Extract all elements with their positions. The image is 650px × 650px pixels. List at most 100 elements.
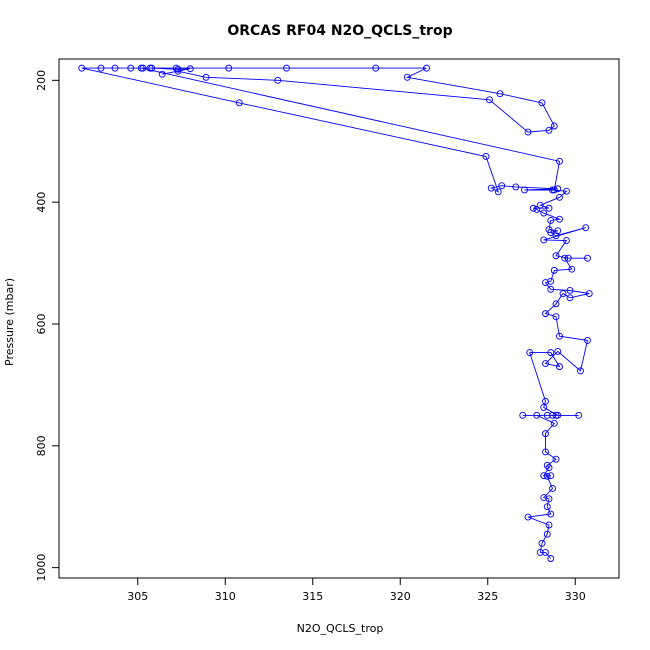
data-point xyxy=(582,224,590,232)
data-point xyxy=(556,215,563,223)
plot-area-frame xyxy=(58,58,620,579)
data-point xyxy=(158,70,166,78)
data-point xyxy=(78,64,86,72)
data-point xyxy=(543,411,551,419)
data-point xyxy=(566,294,574,302)
data-point xyxy=(550,419,558,427)
x-tick-label: 315 xyxy=(302,590,323,603)
data-point xyxy=(559,290,567,297)
data-point xyxy=(547,277,555,285)
data-point xyxy=(542,397,549,405)
x-tick-label: 305 xyxy=(127,590,148,603)
data-point xyxy=(563,237,570,244)
data-point xyxy=(568,265,576,273)
data-point xyxy=(540,236,548,244)
data-point xyxy=(542,360,549,368)
data-point xyxy=(577,367,584,375)
y-tick-label: 800 xyxy=(35,435,48,456)
data-point xyxy=(566,287,574,294)
data-point xyxy=(552,411,560,419)
data-point xyxy=(547,285,555,293)
data-point xyxy=(561,254,569,262)
data-point xyxy=(127,64,135,72)
data-point xyxy=(538,99,546,107)
data-point xyxy=(564,254,572,262)
data-point xyxy=(146,64,154,72)
data-point xyxy=(524,128,532,136)
data-point xyxy=(554,411,562,419)
data-point xyxy=(545,126,553,134)
data-point xyxy=(543,503,551,511)
plot-data xyxy=(78,64,593,562)
series-line xyxy=(81,67,590,559)
data-point xyxy=(538,539,546,547)
data-point xyxy=(549,485,556,492)
data-point xyxy=(543,530,551,538)
data-point xyxy=(552,252,560,260)
data-point xyxy=(584,336,591,344)
data-point xyxy=(545,495,553,503)
data-point xyxy=(545,521,553,529)
x-tick-label: 310 xyxy=(215,590,236,603)
data-point xyxy=(540,209,548,217)
data-point xyxy=(563,187,570,195)
data-point xyxy=(540,494,548,502)
data-point xyxy=(575,411,583,419)
data-point xyxy=(186,65,194,73)
data-point xyxy=(542,279,549,287)
data-point xyxy=(533,411,541,419)
data-point xyxy=(554,347,562,355)
data-point xyxy=(174,65,182,73)
data-point xyxy=(225,64,233,72)
data-point xyxy=(542,310,549,318)
data-point xyxy=(542,448,549,456)
x-tick-label: 325 xyxy=(477,590,498,603)
data-point xyxy=(526,349,534,357)
data-point xyxy=(519,411,527,419)
data-point xyxy=(542,548,549,556)
data-point xyxy=(137,64,145,72)
data-point xyxy=(556,193,563,201)
data-point xyxy=(550,266,558,274)
x-tick-label: 320 xyxy=(390,590,411,603)
data-point xyxy=(550,186,558,194)
data-point xyxy=(552,313,560,321)
data-point xyxy=(556,363,563,371)
data-point xyxy=(543,472,551,480)
data-point xyxy=(403,73,411,81)
data-point xyxy=(542,430,549,438)
data-point xyxy=(585,290,593,297)
data-point xyxy=(274,76,282,84)
data-point xyxy=(494,188,502,196)
data-point xyxy=(533,206,541,213)
data-point xyxy=(97,64,105,72)
data-point xyxy=(549,411,556,419)
data-point xyxy=(550,122,558,130)
data-point xyxy=(148,64,156,72)
data-point xyxy=(524,513,532,521)
data-point xyxy=(547,216,555,224)
x-axis: 305 310 315 320 325 330 xyxy=(127,578,586,603)
data-point xyxy=(486,96,493,104)
data-point xyxy=(552,232,560,240)
data-point xyxy=(235,99,243,107)
data-point xyxy=(547,510,555,518)
data-point xyxy=(283,64,290,72)
y-tick-label: 200 xyxy=(35,70,48,91)
x-axis-label: N2O_QCLS_trop xyxy=(297,622,384,635)
data-point xyxy=(552,300,560,308)
data-point xyxy=(556,157,563,165)
data-point xyxy=(111,64,119,72)
y-tick-label: 400 xyxy=(35,192,48,213)
data-point xyxy=(202,73,210,81)
x-tick-label: 330 xyxy=(565,590,586,603)
data-point xyxy=(549,186,556,194)
data-point xyxy=(521,186,528,194)
data-point xyxy=(540,472,548,480)
y-axis: 200 400 600 800 1000 xyxy=(35,70,59,582)
data-point xyxy=(536,548,544,556)
data-point xyxy=(547,349,555,357)
data-point xyxy=(174,67,182,75)
data-point xyxy=(547,472,555,480)
